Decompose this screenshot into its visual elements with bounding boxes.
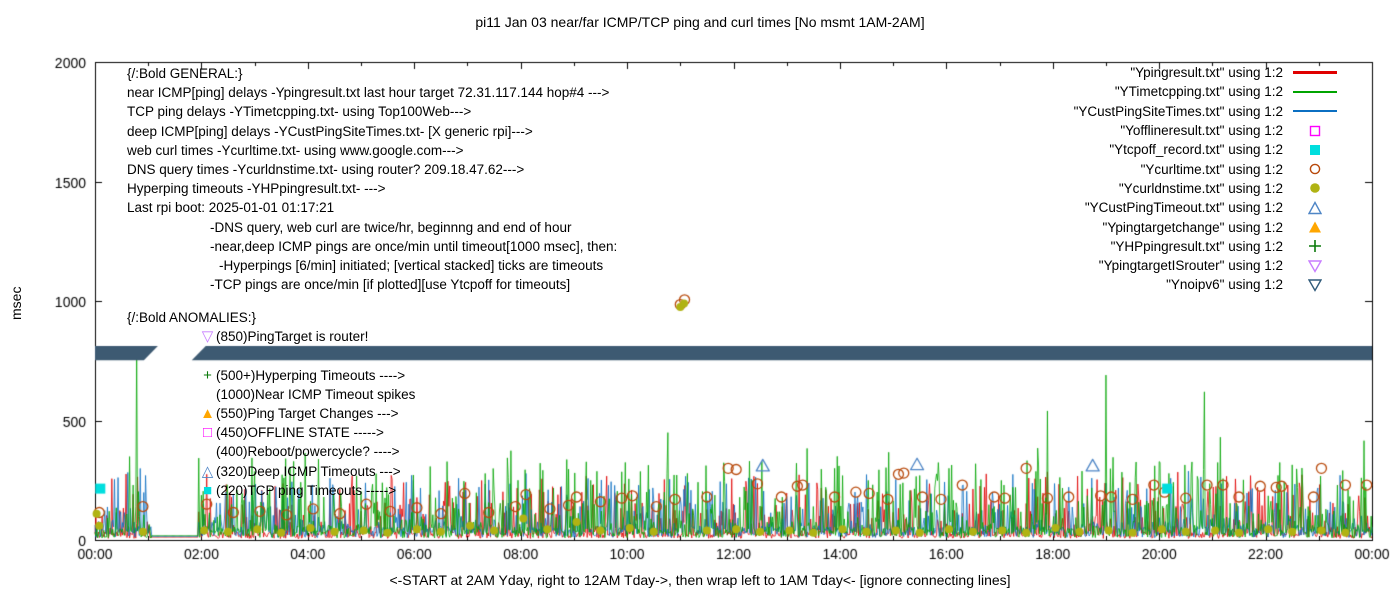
legend-label: "YCustPingTimeout.txt" using 1:2 bbox=[1084, 200, 1283, 216]
annotation-line: -Hyperpings [6/min] initiated; [vertical… bbox=[219, 258, 604, 274]
anomaly-line: ▲ (550)Ping Target Changes ---> bbox=[127, 404, 415, 423]
anomalies-title: {/:Bold ANOMALIES:} bbox=[127, 310, 257, 325]
annotation-line: -TCP pings are once/min [if plotted][use… bbox=[210, 277, 571, 293]
annotation-line: Hyperping timeouts -YHPpingresult.txt- -… bbox=[127, 181, 386, 197]
legend-label: "YCustPingSiteTimes.txt" using 1:2 bbox=[1073, 103, 1283, 119]
legend-label: "Ycurldnstime.txt" using 1:2 bbox=[1118, 180, 1283, 196]
anomaly-line: ■ (220)TCP ping Timeouts -----> bbox=[127, 481, 415, 500]
annotation-line: {/:Bold GENERAL:} bbox=[127, 66, 243, 81]
legend-entry: "YHPpingresult.txt" using 1:2 bbox=[1074, 237, 1338, 256]
annotation-line: DNS query times -Ycurldnstime.txt- using… bbox=[127, 162, 525, 178]
anomaly-line: □ (450)OFFLINE STATE -----> bbox=[127, 423, 415, 442]
anomaly-text: (500+)Hyperping Timeouts ----> bbox=[216, 367, 406, 383]
legend-label: "Ynoipv6" using 1:2 bbox=[1166, 277, 1283, 293]
plus-marker-icon bbox=[1292, 239, 1338, 253]
chart-title: pi11 Jan 03 near/far ICMP/TCP ping and c… bbox=[475, 14, 925, 30]
anomaly-text: (400)Reboot/powercycle? ----> bbox=[216, 444, 400, 460]
x-axis-label: <-START at 2AM Yday, right to 12AM Tday-… bbox=[389, 572, 1011, 588]
triangle-filled-marker-icon bbox=[1292, 220, 1338, 234]
anomaly-line: (400)Reboot/powercycle? ----> bbox=[127, 442, 415, 461]
line-marker-icon bbox=[1292, 110, 1338, 113]
legend-entry: "YCustPingTimeout.txt" using 1:2 bbox=[1074, 198, 1338, 217]
nabla-open-marker-icon bbox=[1292, 278, 1338, 292]
anomaly-text: (850)PingTarget is router! bbox=[216, 329, 369, 345]
triangle-open-marker-icon bbox=[1292, 200, 1338, 215]
anomaly-marker-icon: ▲ bbox=[200, 404, 215, 422]
anomaly-text: (1000)Near ICMP Timeout spikes bbox=[216, 386, 416, 402]
circle-open-marker-icon bbox=[1292, 162, 1338, 176]
annotation-line: deep ICMP[ping] delays -YCustPingSiteTim… bbox=[127, 123, 533, 139]
anomaly-text: (450)OFFLINE STATE -----> bbox=[216, 425, 384, 441]
legend-label: "YTimetcpping.txt" using 1:2 bbox=[1114, 84, 1283, 100]
anomaly-text: (220)TCP ping Timeouts -----> bbox=[216, 482, 397, 498]
legend-entry: "Ypingresult.txt" using 1:2 bbox=[1074, 63, 1338, 82]
general-annotations-block: {/:Bold GENERAL:} near ICMP[ping] delays … bbox=[127, 64, 617, 294]
anomaly-line: + (500+)Hyperping Timeouts ----> bbox=[127, 366, 415, 385]
anomaly-marker-icon: ■ bbox=[202, 481, 213, 499]
legend-entry: "YCustPingSiteTimes.txt" using 1:2 bbox=[1074, 102, 1338, 121]
nabla-open-marker-icon bbox=[1292, 259, 1338, 273]
legend-label: "Ypingresult.txt" using 1:2 bbox=[1130, 65, 1283, 81]
legend-entry: "Ytcpoff_record.txt" using 1:2 bbox=[1074, 140, 1338, 159]
anomaly-line: ▽ (850)PingTarget is router! bbox=[127, 327, 415, 346]
anomaly-text: (550)Ping Target Changes ---> bbox=[216, 405, 399, 421]
legend-label: "Ytcpoff_record.txt" using 1:2 bbox=[1109, 142, 1283, 158]
square-filled-marker-icon bbox=[1292, 143, 1338, 157]
anomaly-text: (320)Deep ICMP Timeouts ---> bbox=[216, 463, 401, 479]
legend-label: "Ypingtargetchange" using 1:2 bbox=[1102, 219, 1283, 235]
line-marker-icon bbox=[1292, 71, 1338, 74]
anomalies-annotations-block: {/:Bold ANOMALIES:} ▽ (850)PingTarget is r… bbox=[127, 308, 415, 500]
anomaly-marker-icon: △ bbox=[201, 462, 214, 480]
legend-entry: "Ynoipv6" using 1:2 bbox=[1074, 275, 1338, 294]
anomaly-marker-icon: + bbox=[203, 366, 212, 384]
legend-entry: "YpingtargetISrouter" using 1:2 bbox=[1074, 256, 1338, 275]
anomaly-marker-icon: □ bbox=[202, 424, 213, 442]
legend-label: "YpingtargetISrouter" using 1:2 bbox=[1098, 258, 1283, 274]
y-axis-label: msec bbox=[8, 286, 24, 320]
annotation-line: Last rpi boot: 2025-01-01 01:17:21 bbox=[127, 200, 335, 216]
annotation-line: -near,deep ICMP pings are once/min until… bbox=[210, 238, 618, 254]
legend-entry: "Ycurltime.txt" using 1:2 bbox=[1074, 159, 1338, 178]
anomaly-marker-icon: ▽ bbox=[201, 328, 214, 346]
anomaly-line: △ (320)Deep ICMP Timeouts ---> bbox=[127, 462, 415, 481]
square-open-marker-icon bbox=[1292, 124, 1338, 138]
annotation-line: -DNS query, web curl are twice/hr, begin… bbox=[210, 219, 572, 235]
line-marker-icon bbox=[1292, 90, 1338, 94]
circle-filled-marker-icon bbox=[1292, 181, 1338, 195]
annotation-line: web curl times -Ycurltime.txt- using www… bbox=[127, 142, 464, 158]
legend-entry: "YTimetcpping.txt" using 1:2 bbox=[1074, 82, 1338, 101]
legend: "Ypingresult.txt" using 1:2 "YTimetcpping… bbox=[1074, 63, 1338, 295]
legend-label: "Ycurltime.txt" using 1:2 bbox=[1140, 161, 1283, 177]
anomaly-line: (1000)Near ICMP Timeout spikes bbox=[127, 385, 415, 404]
legend-entry: "Ycurldnstime.txt" using 1:2 bbox=[1074, 179, 1338, 198]
legend-entry: "Yofflineresult.txt" using 1:2 bbox=[1074, 121, 1338, 140]
legend-label: "YHPpingresult.txt" using 1:2 bbox=[1110, 238, 1283, 254]
legend-label: "Yofflineresult.txt" using 1:2 bbox=[1120, 123, 1283, 139]
annotation-line: near ICMP[ping] delays -Ypingresult.txt … bbox=[127, 85, 610, 101]
annotation-line: TCP ping delays -YTimetcpping.txt- using… bbox=[127, 104, 472, 120]
anomaly-line bbox=[127, 346, 415, 365]
legend-entry: "Ypingtargetchange" using 1:2 bbox=[1074, 217, 1338, 236]
